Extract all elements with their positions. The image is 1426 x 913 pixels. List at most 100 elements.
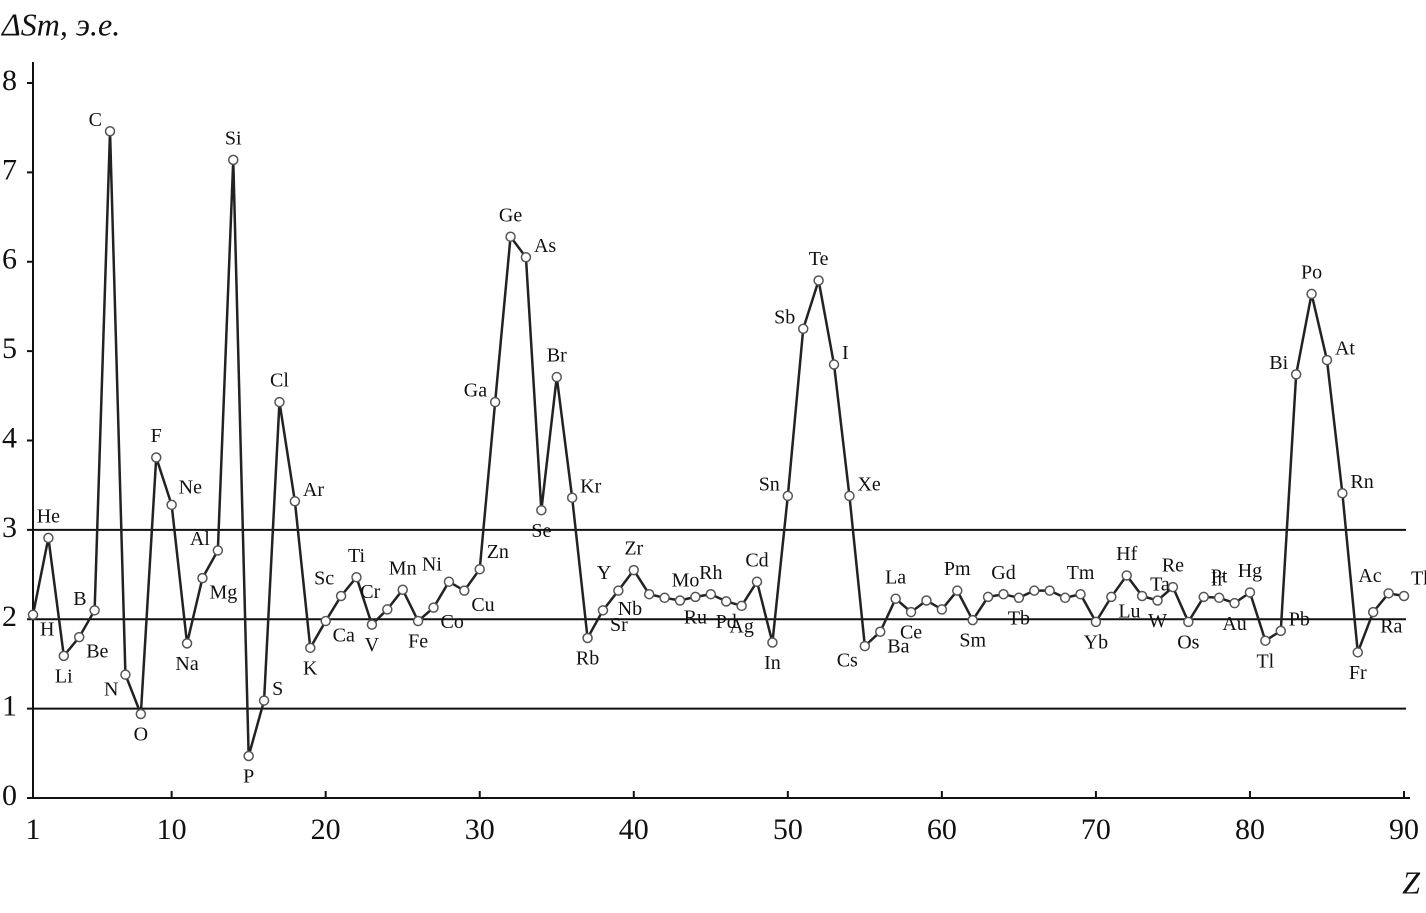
point-label: Mg [209, 582, 237, 604]
data-point [797, 323, 809, 335]
point-label: Co [441, 611, 464, 633]
point-label: Zr [624, 538, 643, 560]
point-label: Rb [576, 648, 599, 670]
point-label: Os [1177, 632, 1199, 654]
point-label: As [534, 235, 556, 257]
point-label: Sr [610, 614, 628, 636]
data-point [628, 564, 640, 576]
data-point [566, 492, 578, 503]
data-point [1244, 587, 1256, 598]
data-point [305, 642, 316, 654]
point-label: Br [547, 345, 567, 367]
y-tick-label: 0 [2, 779, 17, 812]
data-point [166, 499, 177, 511]
point-label: Bi [1269, 352, 1288, 374]
data-point [27, 609, 39, 621]
point-label: In [764, 652, 781, 674]
y-tick-label: 3 [2, 511, 17, 544]
point-label: Sm [959, 630, 986, 652]
data-point [1152, 595, 1163, 606]
data-point [751, 576, 763, 587]
point-label: Fe [408, 631, 428, 653]
data-point [382, 604, 393, 615]
point-label: Mn [389, 557, 417, 579]
x-tick-label: 90 [1389, 813, 1419, 846]
x-axis-label: Z [1402, 864, 1421, 900]
data-point [474, 563, 485, 575]
point-label: P [243, 766, 254, 788]
point-label: Fr [1349, 662, 1367, 684]
data-point [767, 637, 778, 648]
x-tick-label: 30 [465, 813, 495, 846]
point-label: Cl [270, 370, 289, 392]
point-label: Tm [1067, 562, 1095, 584]
point-label: Th [1411, 568, 1426, 590]
point-label: Cd [745, 549, 768, 571]
data-point [351, 571, 362, 583]
data-point [181, 638, 193, 649]
point-label: Cr [360, 581, 380, 603]
point-label: C [89, 109, 102, 131]
data-point [597, 605, 609, 616]
point-label: Re [1162, 555, 1184, 577]
data-point [1321, 354, 1333, 366]
data-point [135, 708, 147, 720]
data-point [998, 588, 1009, 600]
data-point [366, 619, 378, 630]
point-label: Nb [618, 598, 642, 620]
y-axis-label: ΔSm, э.е. [0, 6, 120, 42]
data-point [274, 396, 285, 408]
point-label: He [37, 506, 60, 528]
data-point [1260, 635, 1271, 646]
point-label: Ti [348, 545, 366, 567]
x-tick-label: 50 [773, 813, 803, 846]
data-point [58, 650, 70, 662]
data-point [890, 593, 901, 604]
data-point [736, 600, 747, 612]
data-point [905, 606, 917, 618]
point-label: Te [809, 248, 829, 270]
data-point [1029, 585, 1040, 596]
data-point [551, 371, 563, 383]
point-label: Sb [774, 306, 795, 328]
data-point [197, 572, 208, 584]
data-point [73, 631, 85, 643]
point-label: Na [175, 653, 198, 675]
point-label: Tl [1256, 650, 1274, 672]
data-point [1136, 590, 1148, 602]
point-label: Mo [672, 569, 700, 591]
data-point [1213, 592, 1225, 604]
data-point [459, 585, 470, 596]
point-label: Cs [837, 650, 858, 672]
x-tick-label: 80 [1235, 813, 1265, 846]
y-tick-label: 6 [2, 243, 17, 276]
data-point [674, 595, 686, 606]
data-point [258, 695, 270, 706]
data-point [828, 359, 840, 370]
point-label: Ac [1358, 565, 1381, 587]
point-label: Pd [716, 611, 737, 633]
point-label: Gd [991, 562, 1015, 584]
data-point [505, 231, 516, 242]
data-point [104, 126, 116, 137]
point-label: I [842, 342, 849, 364]
point-label: Lu [1118, 601, 1140, 623]
x-tick-label: 20 [311, 813, 341, 846]
data-point [874, 626, 886, 638]
point-label: Ir [1211, 569, 1225, 591]
point-label: Ge [499, 204, 522, 226]
data-point [428, 602, 439, 613]
data-point [921, 595, 932, 606]
data-point [613, 585, 624, 596]
data-point [1183, 616, 1194, 628]
data-point [1167, 581, 1179, 593]
data-point [720, 596, 732, 607]
point-label: Hf [1116, 543, 1137, 565]
point-label: H [40, 618, 54, 640]
data-point [1306, 288, 1317, 300]
point-label: Pt [1211, 565, 1228, 587]
x-tick-label: 70 [1081, 813, 1111, 846]
data-point [1275, 625, 1287, 637]
point-label: At [1335, 338, 1355, 360]
